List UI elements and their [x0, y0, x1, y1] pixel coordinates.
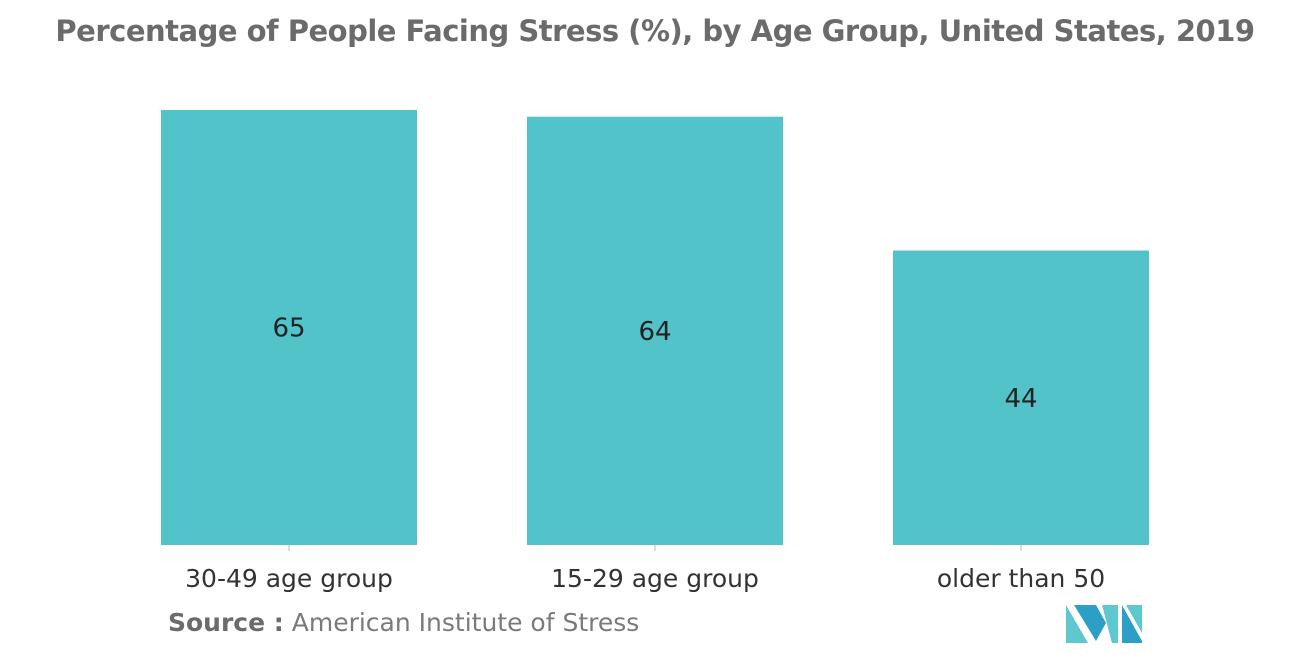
x-tick-label-older-than-50: older than 50	[937, 564, 1105, 593]
data-label-30-49-age-group: 65	[272, 314, 305, 344]
data-label-15-29-age-group: 64	[638, 317, 671, 347]
bar-30-49-age-group	[161, 110, 417, 545]
bar-15-29-age-group	[527, 116, 783, 545]
source-note: Source : American Institute of Stress	[168, 608, 639, 637]
company-logo-icon	[1066, 605, 1142, 643]
chart-title: Percentage of People Facing Stress (%), …	[55, 14, 1255, 48]
x-axis: 30-49 age group 15-29 age group older than…	[185, 545, 1105, 593]
x-tick-label-30-49-age-group: 30-49 age group	[185, 564, 393, 593]
source-text: American Institute of Stress	[291, 608, 640, 637]
x-tick-label-15-29-age-group: 15-29 age group	[551, 564, 759, 593]
bars-layer	[161, 110, 1149, 546]
labels-layer: 65 64 44	[272, 314, 1037, 414]
source-label: Source :	[168, 608, 284, 637]
bar-older-than-50	[893, 250, 1149, 546]
data-label-older-than-50: 44	[1004, 384, 1037, 414]
